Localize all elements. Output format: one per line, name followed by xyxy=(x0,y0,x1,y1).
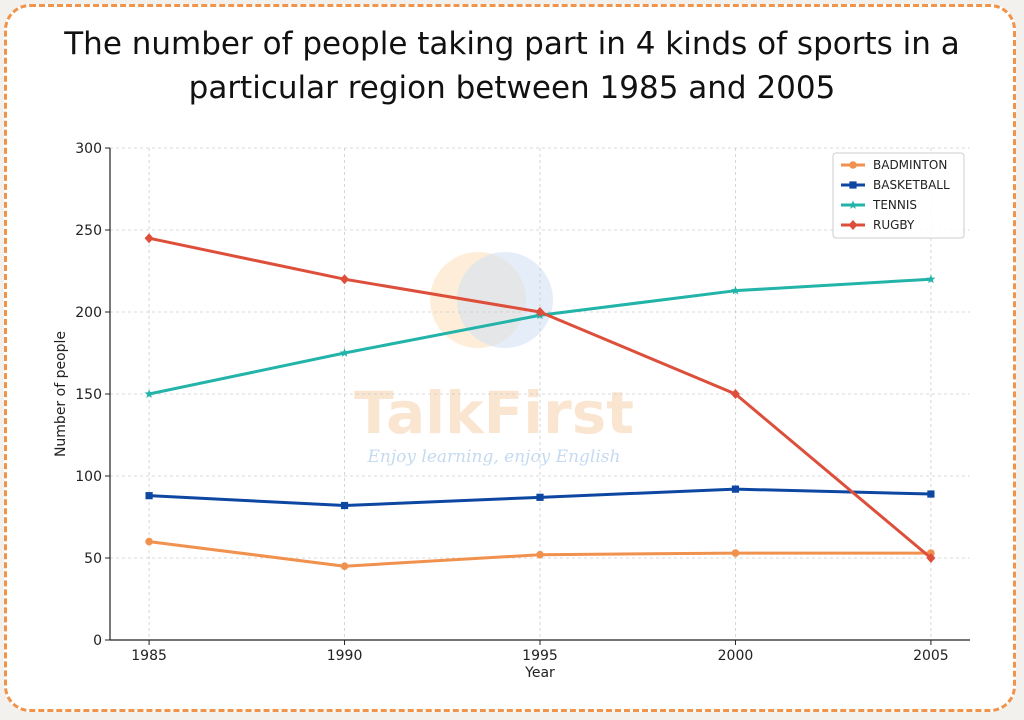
series-lines xyxy=(144,233,936,570)
x-tick-label: 1985 xyxy=(131,648,167,664)
chart-card xyxy=(4,4,1016,712)
data-point-basketball xyxy=(536,493,544,501)
y-tick-label: 150 xyxy=(75,387,102,403)
x-tick-label: 2000 xyxy=(718,648,754,664)
legend-marker xyxy=(849,161,857,169)
data-point-badminton xyxy=(536,550,544,559)
series-basketball xyxy=(145,485,935,510)
legend-label: RUGBY xyxy=(873,218,915,232)
data-point-tennis xyxy=(730,285,741,295)
series-rugby xyxy=(144,233,936,563)
data-point-basketball xyxy=(927,490,935,498)
legend-item-basketball: BASKETBALL xyxy=(841,178,950,192)
data-point-basketball xyxy=(731,485,740,493)
data-point-rugby xyxy=(144,233,154,244)
x-axis-label: Year xyxy=(524,665,555,681)
x-tick-label: 1990 xyxy=(327,648,363,664)
legend-item-badminton: BADMINTON xyxy=(841,158,947,172)
watermark-name: TalkFirst xyxy=(354,379,634,447)
y-tick-label: 250 xyxy=(75,223,102,239)
y-tick-label: 50 xyxy=(84,551,102,567)
legend-label: BASKETBALL xyxy=(873,178,950,192)
legend-box xyxy=(832,152,965,239)
x-tick-label: 1995 xyxy=(522,648,558,664)
chart-title-line-2: particular region between 1985 and 2005 xyxy=(188,70,836,106)
data-point-rugby xyxy=(535,307,545,317)
y-tick-label: 300 xyxy=(75,141,102,157)
data-point-tennis xyxy=(144,389,154,398)
legend-item-tennis: TENNIS xyxy=(841,198,917,212)
legend-item-rugby: RUGBY xyxy=(841,218,915,232)
data-point-badminton xyxy=(731,549,740,557)
data-point-rugby xyxy=(340,274,350,285)
data-point-badminton xyxy=(340,562,349,570)
y-axis-label: Number of people xyxy=(53,331,69,457)
legend-marker xyxy=(848,200,858,209)
legend-marker xyxy=(849,181,857,189)
y-tick-label: 100 xyxy=(75,469,102,485)
data-point-rugby xyxy=(730,389,740,399)
legend-marker xyxy=(848,220,858,230)
chart-title: The number of people taking part in 4 ki… xyxy=(0,22,1024,110)
legend-label: TENNIS xyxy=(872,198,917,212)
legend: BADMINTON BASKETBALL TENNIS RUGBY xyxy=(832,152,965,239)
y-tick-label: 200 xyxy=(75,305,102,321)
data-point-basketball xyxy=(340,501,349,510)
data-point-badminton xyxy=(145,537,153,546)
series-badminton xyxy=(145,537,935,570)
watermark-tagline: Enjoy learning, enjoy English xyxy=(367,447,621,467)
legend-label: BADMINTON xyxy=(873,158,947,172)
x-tick-label: 2005 xyxy=(913,648,949,664)
data-point-basketball xyxy=(145,492,153,500)
data-point-tennis xyxy=(926,274,936,284)
watermark: TalkFirst Enjoy learning, enjoy English xyxy=(354,252,634,467)
y-tick-label: 0 xyxy=(93,633,102,649)
data-point-rugby xyxy=(926,553,936,563)
chart-title-line-1: The number of people taking part in 4 ki… xyxy=(64,26,960,62)
axes: 0 50 100 150 200 250 300 1985 1990 1995 2000 2005 xyxy=(75,141,970,664)
data-point-tennis xyxy=(339,348,350,357)
